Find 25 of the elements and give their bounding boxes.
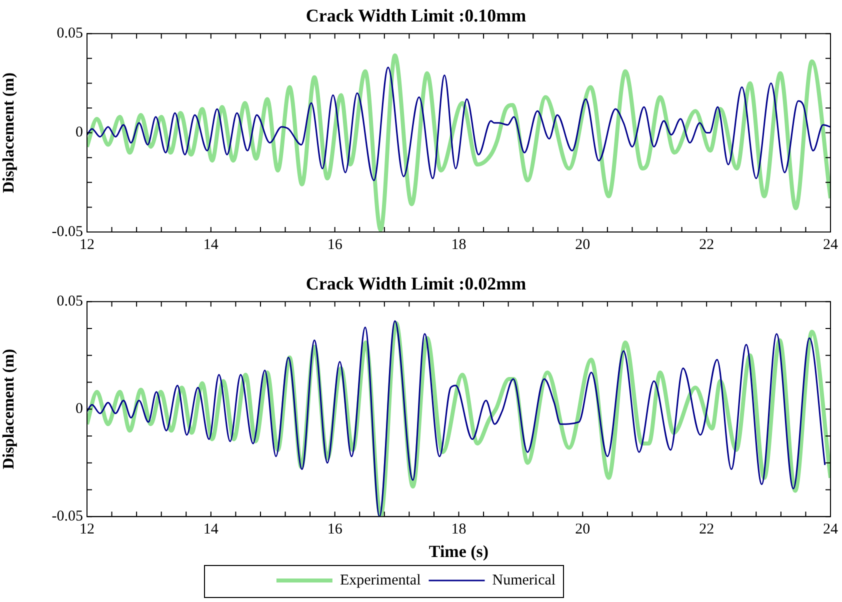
x-tick-label: 24 <box>823 522 838 538</box>
y-tick-label: 0 <box>76 124 83 141</box>
x-tick-label: 18 <box>451 522 466 538</box>
x-tick-label: 16 <box>327 236 343 253</box>
y-tick-label: 0 <box>76 401 83 418</box>
chart-title: Crack Width Limit :0.02mm <box>306 273 526 294</box>
y-tick-label: 0.05 <box>56 26 83 42</box>
chart-title: Crack Width Limit :0.10mm <box>306 5 526 26</box>
x-tick-label: 14 <box>203 236 219 253</box>
y-tick-label: 0.05 <box>56 294 83 310</box>
x-tick-label: 20 <box>575 236 590 253</box>
y-axis-title: Displacement (m) <box>0 72 18 194</box>
legend-label: Experimental <box>340 572 421 588</box>
y-axis-title: Displacement (m) <box>0 348 18 470</box>
x-tick-label: 16 <box>327 522 343 538</box>
x-tick-label: 22 <box>699 522 714 538</box>
x-tick-label: 18 <box>451 236 466 253</box>
line-series <box>87 53 830 232</box>
line-series <box>87 66 830 182</box>
x-tick-label: 24 <box>823 236 838 253</box>
x-tick-label: 22 <box>699 236 714 253</box>
x-axis-title: Time (s) <box>428 542 489 562</box>
legend-label: Numerical <box>492 572 556 588</box>
x-tick-label: 14 <box>203 522 219 538</box>
x-tick-label: 20 <box>575 522 590 538</box>
